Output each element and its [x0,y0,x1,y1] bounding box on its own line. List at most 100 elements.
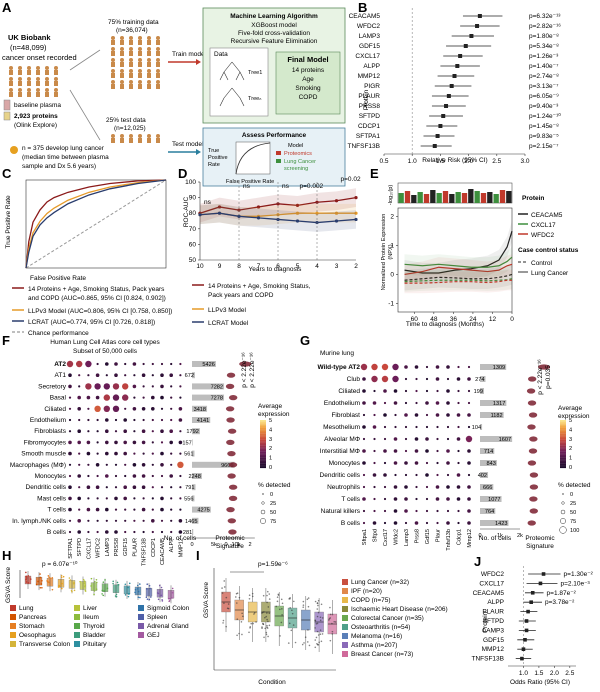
i-jitter-point [281,602,284,605]
j-x-tick-label: 2.0 [550,670,559,677]
person-head-icon [129,36,133,40]
f-gene-label: PLAUR [132,538,138,557]
f-dot [151,486,154,489]
d-x-tick-label: 9 [218,263,222,270]
h-jitter-point [168,600,170,603]
i-jitter-point [265,615,268,618]
e-legend-protein-title: Protein [522,195,544,202]
f-dot [77,429,81,434]
j-point [524,628,529,633]
person-body-icon [129,40,133,45]
g-violin [529,496,538,502]
f-colorbar-segment [260,422,266,424]
c-legend-1b: and COPD (AUC=0.865, 95% CI [0.824, 0.90… [28,295,166,302]
f-dot [114,418,118,422]
g-dot [414,521,419,525]
i-jitter-point [314,627,316,629]
h-jitter-point [25,575,28,578]
h-jitter-point [79,580,81,583]
person-body-icon [138,138,142,143]
h-legend-swatch [10,605,16,611]
h-legend-swatch [10,641,16,647]
f-dot [160,407,164,410]
c-legend-4: Chance performance [28,330,89,337]
g-colorbar-segment [560,426,566,428]
f-count-bar [192,394,225,401]
i-jitter-point [264,627,266,630]
b-pvalue: p=1.40e⁻⁷ [529,63,559,70]
j-protein-label: WFDC2 [481,571,504,578]
g-count-tick: 1k [497,533,503,539]
j-protein-label: CXCL17 [479,580,504,587]
e-top-bar [487,192,493,203]
f-dot [132,407,137,411]
h-jitter-point [124,594,127,596]
b-point [463,44,468,48]
f-dot [114,496,118,501]
i-jitter-point [314,600,317,603]
tree-diagram [219,61,245,107]
test-arrow-head [196,149,201,155]
f-dot [68,474,72,478]
b-pvalue: p=2.15e⁻⁷ [529,143,559,150]
h-jitter-point [139,583,141,585]
j-protein-label: TNFSF13B [471,656,504,663]
g-count-bar [480,496,502,502]
g-cell-label: Natural killers [321,508,361,515]
f-dot [68,396,72,399]
g-dot [393,437,398,441]
person-body-icon [138,62,142,67]
b-point [435,134,440,138]
i-jitter-point [261,626,263,628]
g-colorbar-segment [560,428,566,430]
f-dot [95,507,100,512]
g-dot [404,473,408,477]
g-dot [446,521,450,525]
f-count-label: 561 [184,452,193,458]
g-dot [362,377,366,381]
i-jitter-point [319,619,322,622]
g-dot [404,437,408,441]
g-colorbar-segment [560,444,566,446]
panel-c: C True Positive Rate False Positive Rate… [2,166,172,337]
b-protein-label: GDF15 [359,43,380,50]
h-jitter-point [60,576,63,579]
f-colorbar-tick: 3 [269,437,272,443]
g-dot [383,449,387,453]
person-body-icon [45,81,49,86]
f-dot [68,440,72,445]
i-jitter-point [225,596,228,599]
person-head-icon [120,80,124,84]
h-jitter-point [146,588,148,590]
f-dot [151,407,155,411]
f-dot [114,508,118,511]
d-point [256,216,261,220]
roc-plot-c [25,179,167,269]
f-violin [225,383,235,389]
i-jitter-point [331,613,334,616]
e-x-tick-label: 36 [450,316,458,323]
person-body-icon [120,84,124,89]
f-count-bar [192,450,195,457]
g-legend-avg-title-1: Average [558,405,582,412]
g-dot [393,389,398,393]
person-head-icon [18,77,22,81]
g-count-bar [480,388,484,394]
f-dot [112,383,120,390]
b-point [475,24,480,28]
g-dot [415,473,418,477]
f-dot [151,474,154,478]
g-cell-label: Fibroblast [331,412,360,419]
h-jitter-point [95,588,98,590]
f-sig-tick: 1 [236,542,239,548]
g-size-legend-label: 25 [570,501,576,507]
g-colorbar-segment [560,451,566,453]
g-dot [393,521,398,525]
f-dot [124,463,127,466]
person-body-icon [111,73,115,78]
h-jitter-point [95,581,98,584]
line-plot-d: 10 9 8 7 6 5 4 3 2 100 90 80 70 60 50 ns ns ns p=0.002 p=0.… [185,176,361,270]
g-count-label: 1423 [495,521,507,527]
j-xlabel: Odds Ratio (95% CI) [510,679,570,686]
f-dot [141,474,146,478]
